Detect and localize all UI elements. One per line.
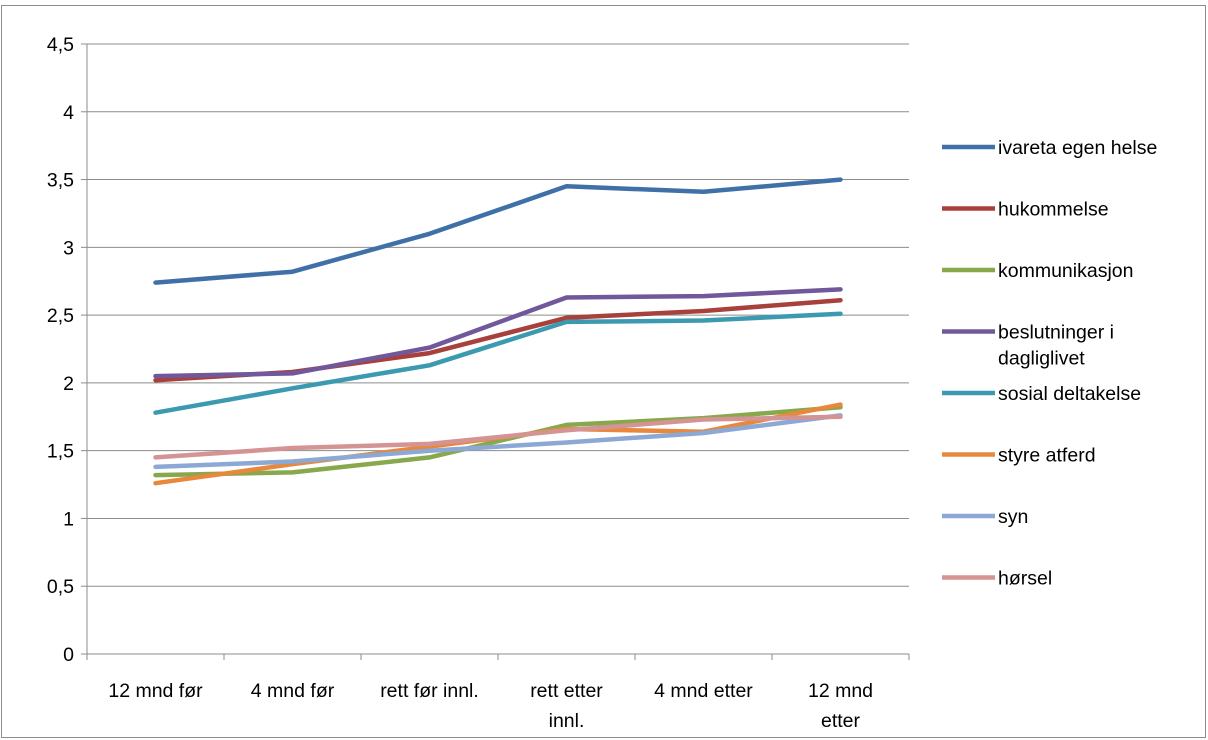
legend-label: sosial deltakelse [998,383,1141,405]
y-tick-label: 2,5 [47,305,74,327]
x-tick-label: 12 mnd etter [808,680,873,732]
chart-area: 0 0,5 1 1,5 2 2,5 3 3,5 4 4,5 12 mnd før 4 mnd før r… [1,5,1206,738]
x-tick-label: 4 mnd før [251,680,335,702]
y-tick-label: 4,5 [47,34,74,56]
x-tick-label: rett før innl. [380,680,479,702]
y-tick-label: 1,5 [47,441,74,463]
y-tick-label: 3,5 [47,170,74,192]
legend-label: beslutninger i dagliglivet [998,322,1114,370]
series-line-ivareta-egen-helse [153,177,843,285]
legend-label: ivareta egen helse [998,137,1157,159]
legend-label: styre atferd [998,445,1096,467]
x-tick-label: 4 mnd etter [654,680,753,702]
y-tick-label: 1 [63,508,74,530]
series-line-hukommelse [153,297,843,383]
x-tick-label: rett etter innl. [530,680,603,732]
legend-label: kommunikasjon [998,260,1133,282]
series-lines [153,177,843,486]
series-line-sosial-deltakelse [153,311,843,415]
axes: 0 0,5 1 1,5 2 2,5 3 3,5 4 4,5 12 mnd før 4 mnd før r… [47,34,910,732]
y-tick-label: 0,5 [47,576,74,598]
series-line-kommunikasjon [153,405,843,478]
y-tick-label: 4 [63,102,74,124]
y-tick-label: 0 [63,644,74,666]
legend-label: hørsel [998,568,1052,590]
legend-label: hukommelse [998,199,1109,221]
x-tick-label: 12 mnd før [108,680,203,702]
series-line-hørsel [153,414,843,460]
y-tick-label: 2 [63,373,74,395]
line-chart: 0 0,5 1 1,5 2 2,5 3 3,5 4 4,5 12 mnd før 4 mnd før r… [47,34,1157,732]
series-line-syn [153,413,843,470]
y-tick-label: 3 [63,237,74,259]
series-line-beslutninger-i-dagliglivet [153,287,843,379]
legend: ivareta egen helse hukommelse kommunikasjo… [942,137,1157,590]
legend-label: syn [998,506,1028,528]
